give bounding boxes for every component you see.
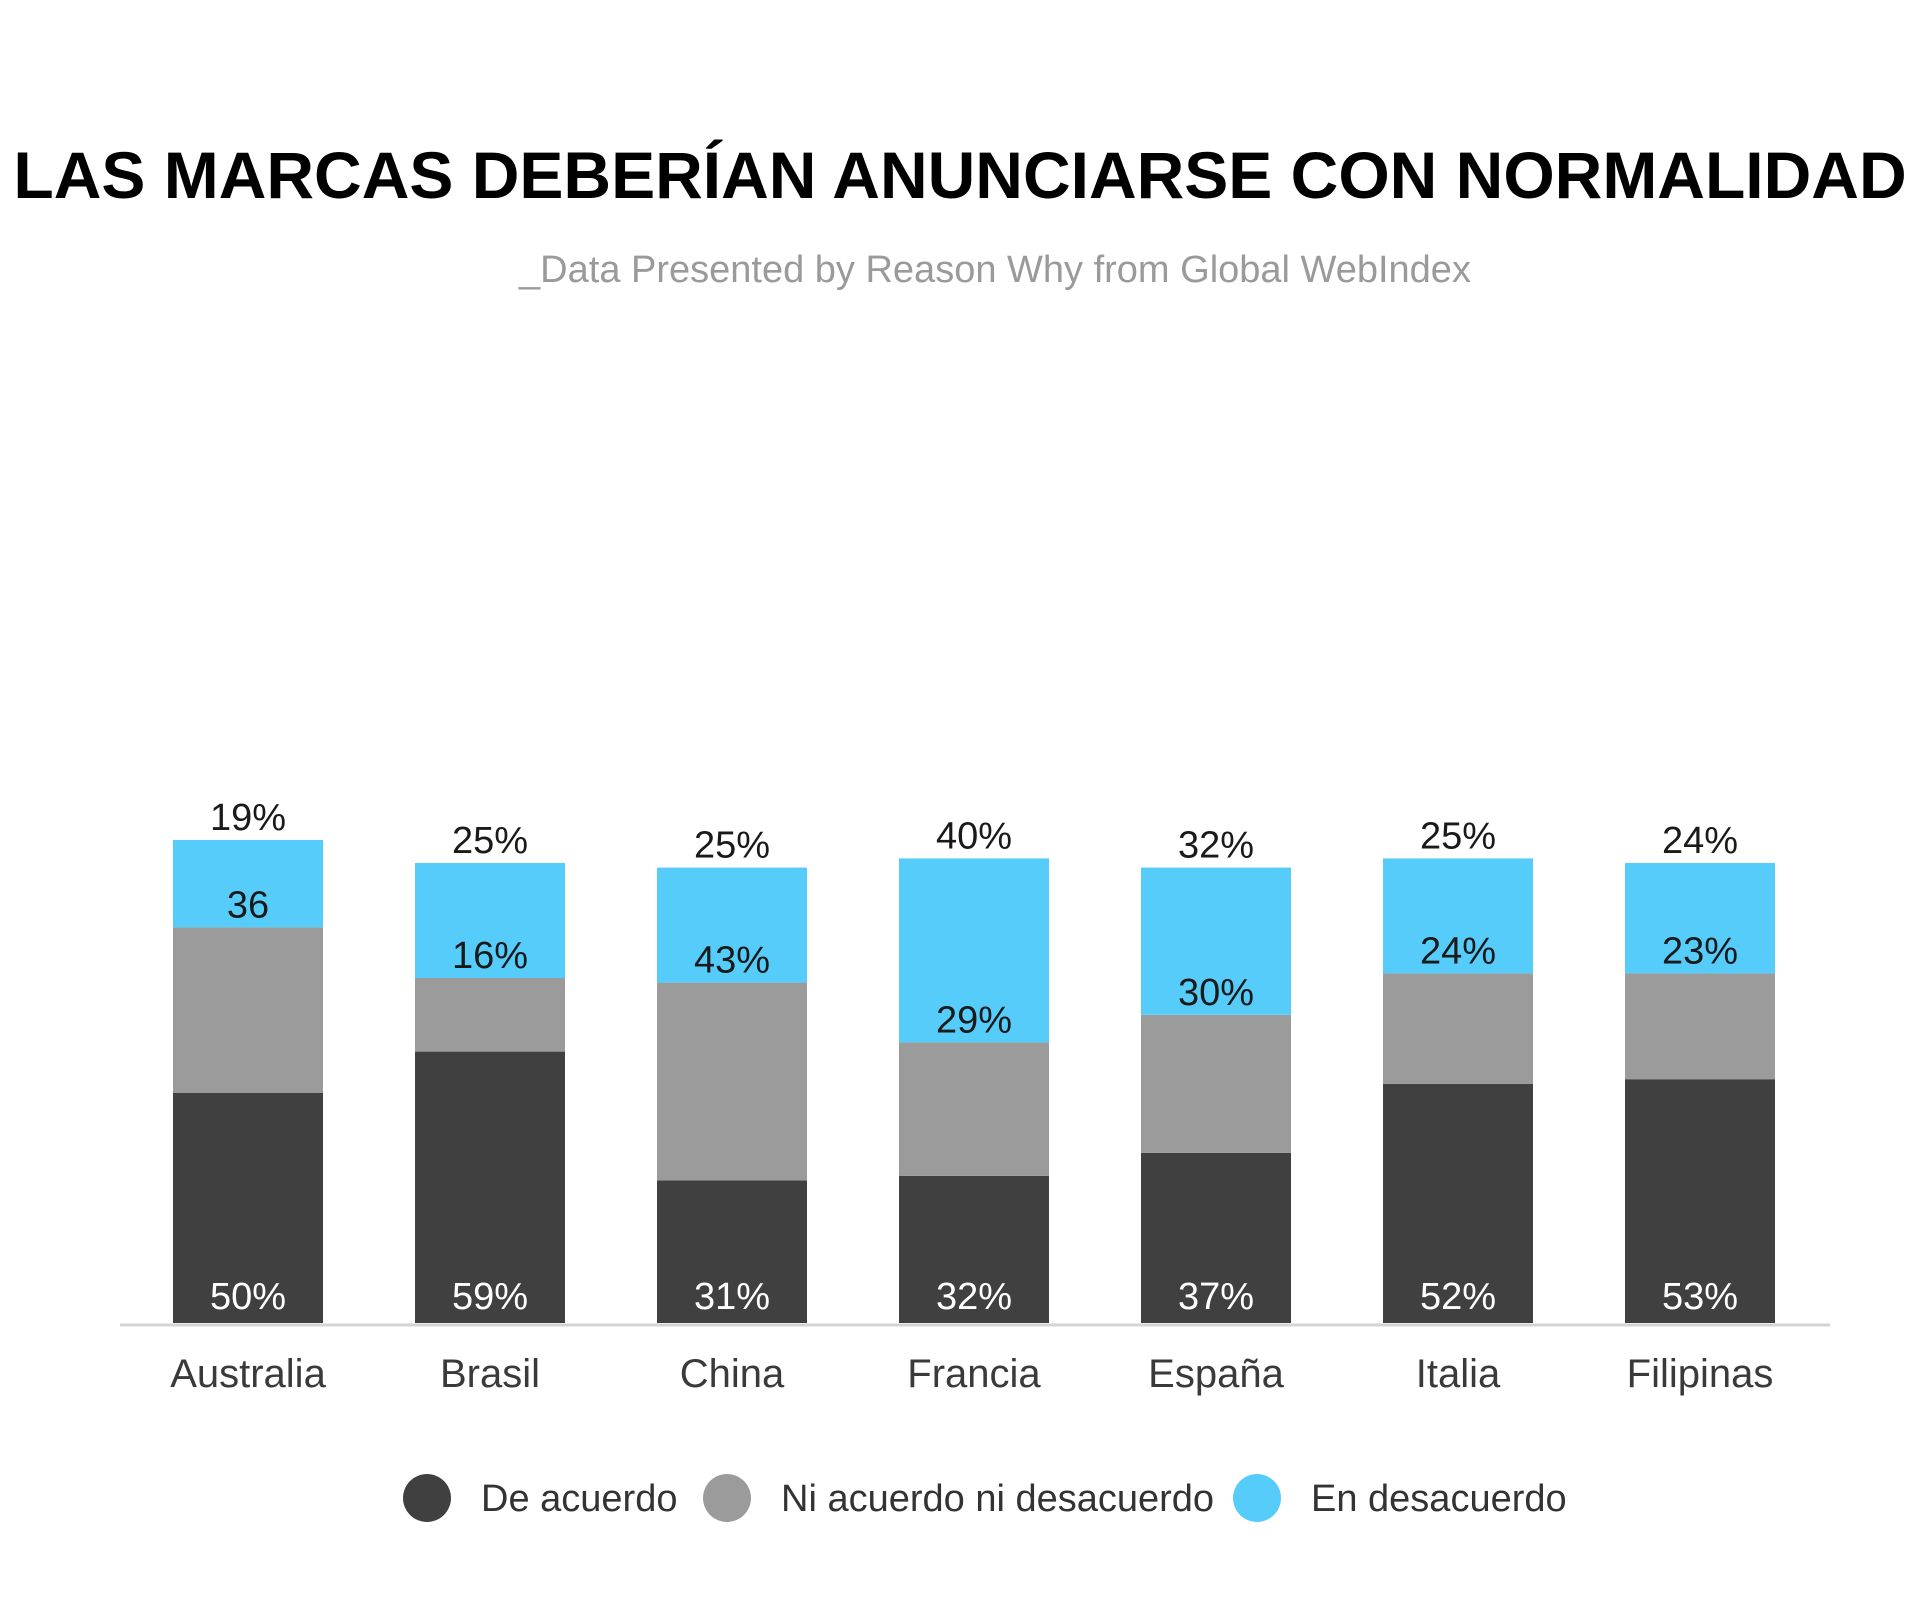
value-label: 29% [936,999,1012,1041]
value-label: 59% [452,1276,528,1318]
bar-en-desacuerdo-australia [173,840,323,928]
legend-label: En desacuerdo [1311,1478,1567,1520]
value-label: 25% [452,820,528,862]
category-labels-group: Australia Brasil China Francia España Italia F… [170,1352,1773,1396]
category-label: Australia [170,1352,326,1396]
value-label: 31% [694,1276,770,1318]
bar-de-acuerdo-china [657,1180,807,1323]
value-label: 24% [1662,820,1738,862]
bar-de-acuerdo-brasil [415,1051,565,1323]
value-label: 52% [1420,1276,1496,1318]
value-label: 30% [1178,972,1254,1014]
category-label: España [1148,1352,1284,1396]
legend-swatch [703,1474,751,1522]
bar-ni-acuerdo-ni-desacuerdo-francia [899,1042,1049,1176]
legend-label: Ni acuerdo ni desacuerdo [781,1478,1214,1520]
bar-ni-acuerdo-ni-desacuerdo-china [657,982,807,1181]
value-label: 25% [694,825,770,867]
bar-en-desacuerdo-filipinas [1625,863,1775,974]
value-label: 36 [227,884,269,926]
value-label: 25% [1420,815,1496,857]
bar-de-acuerdo-españa [1141,1152,1291,1323]
bar-de-acuerdo-filipinas [1625,1079,1775,1323]
value-labels-group: 50% 36 19% 59% 16% 25% 31% 43% 25% 32% 29% 40% 37% 30… [210,797,1738,1318]
bar-ni-acuerdo-ni-desacuerdo-filipinas [1625,973,1775,1080]
legend-swatch [1233,1474,1281,1522]
value-label: 24% [1420,930,1496,972]
legend: De acuerdo Ni acuerdo ni desacuerdo En des… [403,1474,1567,1522]
legend-swatch [403,1474,451,1522]
value-label: 23% [1662,930,1738,972]
chart-subtitle: _Data Presented by Reason Why from Globa… [518,249,1471,291]
value-label: 16% [452,935,528,977]
bar-de-acuerdo-francia [899,1175,1049,1323]
bar-en-desacuerdo-china [657,867,807,983]
category-label: Filipinas [1627,1352,1774,1396]
value-label: 19% [210,797,286,839]
bar-en-desacuerdo-francia [899,858,1049,1043]
bar-ni-acuerdo-ni-desacuerdo-españa [1141,1014,1291,1153]
bars-group [173,840,1775,1323]
value-label: 50% [210,1276,286,1318]
bar-de-acuerdo-australia [173,1093,323,1323]
bar-ni-acuerdo-ni-desacuerdo-italia [1383,973,1533,1084]
bar-en-desacuerdo-italia [1383,858,1533,974]
value-label: 37% [1178,1276,1254,1318]
bar-ni-acuerdo-ni-desacuerdo-australia [173,927,323,1093]
category-label: Brasil [440,1352,540,1396]
value-label: 43% [694,940,770,982]
category-label: China [680,1352,785,1396]
value-label: 53% [1662,1276,1738,1318]
bar-ni-acuerdo-ni-desacuerdo-brasil [415,978,565,1052]
legend-label: De acuerdo [481,1478,677,1520]
value-label: 32% [936,1276,1012,1318]
chart-title: LAS MARCAS DEBERÍAN ANUNCIARSE CON NORMA… [13,138,1906,212]
bar-en-desacuerdo-brasil [415,863,565,978]
bar-en-desacuerdo-españa [1141,867,1291,1015]
bar-de-acuerdo-italia [1383,1083,1533,1323]
category-label: Italia [1416,1352,1501,1396]
value-label: 32% [1178,825,1254,867]
value-label: 40% [936,815,1012,857]
category-label: Francia [907,1352,1041,1396]
